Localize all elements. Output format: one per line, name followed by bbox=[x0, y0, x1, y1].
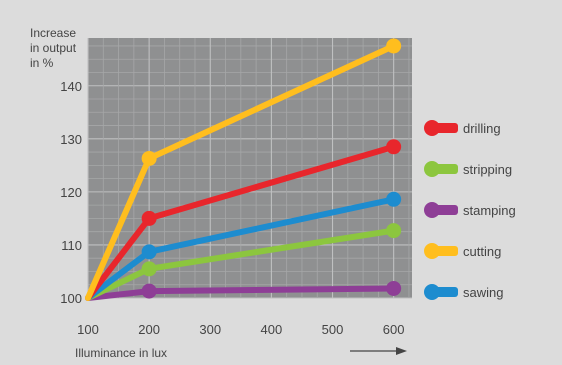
legend-label-stamping: stamping bbox=[463, 203, 516, 218]
legend-swatch-dot-cutting bbox=[424, 243, 440, 259]
data-point-sawing bbox=[141, 244, 157, 260]
legend-swatch-dot-sawing bbox=[424, 284, 440, 300]
y-axis-title-line: in output bbox=[30, 41, 77, 55]
y-tick-label: 110 bbox=[61, 238, 82, 253]
series-points bbox=[141, 38, 402, 299]
legend: drilling stripping stamping cutting sawing bbox=[424, 120, 516, 300]
legend-label-stripping: stripping bbox=[463, 162, 512, 177]
data-point-drilling bbox=[141, 210, 157, 226]
legend-swatch-dot-drilling bbox=[424, 120, 440, 136]
legend-swatch-dot-stamping bbox=[424, 202, 440, 218]
x-tick-label: 600 bbox=[383, 322, 405, 337]
data-point-stripping bbox=[386, 223, 402, 239]
y-axis-title-line: in % bbox=[30, 56, 54, 70]
data-point-cutting bbox=[141, 150, 157, 166]
x-tick-label: 200 bbox=[138, 322, 160, 337]
x-tick-label: 300 bbox=[199, 322, 221, 337]
legend-label-sawing: sawing bbox=[463, 285, 503, 300]
x-axis-arrow bbox=[350, 347, 407, 355]
y-tick-label: 120 bbox=[60, 185, 82, 200]
legend-label-drilling: drilling bbox=[463, 121, 501, 136]
y-axis-title-line: Increase bbox=[30, 26, 76, 40]
x-tick-labels: 100 200 300 400 500 600 bbox=[77, 322, 404, 337]
x-tick-label: 400 bbox=[261, 322, 283, 337]
y-tick-labels: 100 110 120 130 140 bbox=[60, 79, 82, 306]
data-point-stamping bbox=[141, 283, 157, 299]
grid-lines bbox=[87, 38, 412, 299]
x-tick-label: 500 bbox=[322, 322, 344, 337]
data-point-drilling bbox=[386, 139, 402, 155]
data-point-cutting bbox=[386, 38, 402, 54]
data-point-stripping bbox=[141, 261, 157, 277]
y-tick-label: 140 bbox=[60, 79, 82, 94]
y-tick-label: 100 bbox=[60, 291, 82, 306]
x-tick-label: 100 bbox=[77, 322, 99, 337]
legend-label-cutting: cutting bbox=[463, 244, 501, 259]
y-tick-label: 130 bbox=[60, 132, 82, 147]
data-point-sawing bbox=[386, 191, 402, 207]
x-axis-title: Illuminance in lux bbox=[75, 346, 167, 360]
legend-swatch-dot-stripping bbox=[424, 161, 440, 177]
data-point-stamping bbox=[386, 280, 402, 296]
